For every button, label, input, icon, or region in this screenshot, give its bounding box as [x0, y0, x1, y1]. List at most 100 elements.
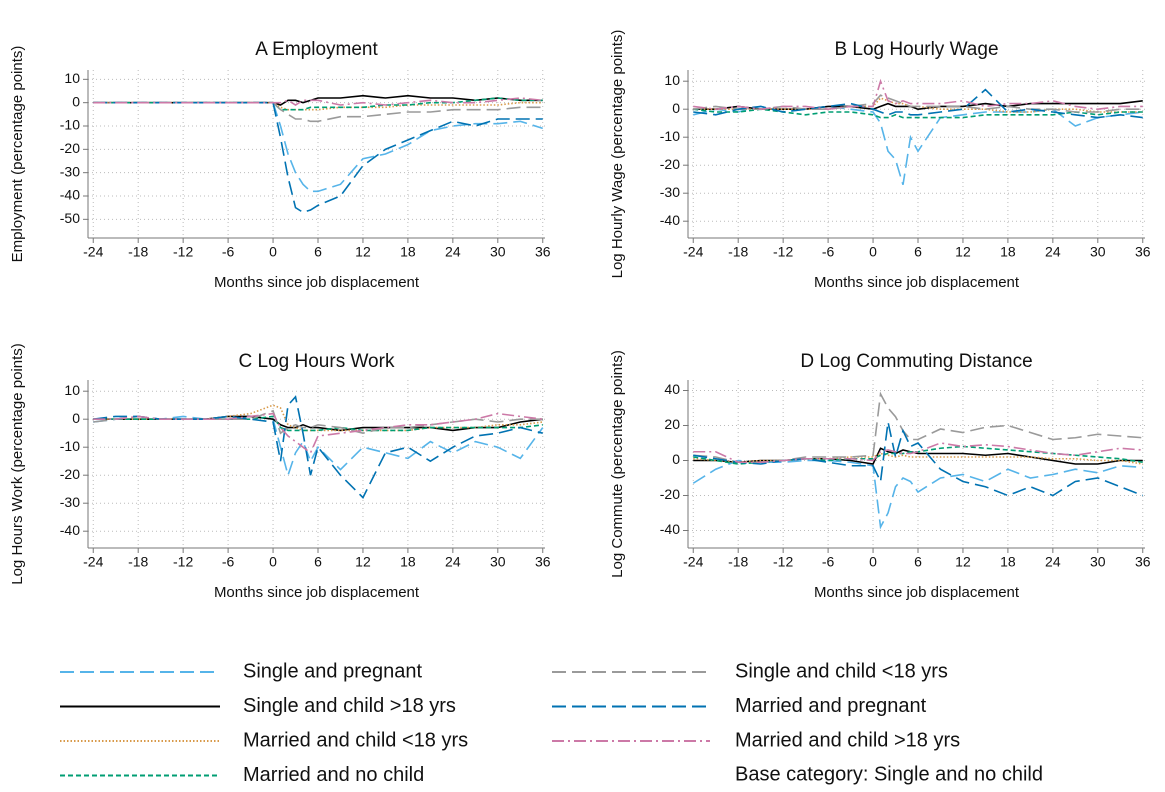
- x-tick-label: 6: [914, 554, 922, 570]
- y-tick-label: 0: [672, 451, 680, 467]
- legend-note: Base category: Single and no child: [735, 763, 1043, 785]
- x-tick-label: -24: [83, 554, 103, 570]
- x-tick-label: 6: [314, 244, 322, 260]
- series-line: Married and pregnant: [693, 88, 1143, 119]
- x-tick-label: -18: [728, 244, 748, 260]
- x-tick-label: -24: [683, 554, 703, 570]
- y-tick-label: -40: [660, 521, 680, 537]
- x-axis-label: Months since job displacement: [214, 274, 420, 291]
- series-line: Married and child >18 yrs: [693, 78, 1143, 111]
- y-tick-label: -20: [60, 140, 80, 156]
- y-tick-label: 10: [64, 382, 80, 398]
- x-tick-label: 0: [869, 244, 877, 260]
- y-tick-label: 10: [664, 72, 680, 88]
- x-tick-label: -12: [773, 244, 793, 260]
- series-line: Married and child <18 yrs: [693, 452, 1143, 465]
- x-tick-label: 30: [1090, 244, 1106, 260]
- legend-label: Single and child <18 yrs: [735, 660, 948, 682]
- legend-label: Married and child <18 yrs: [243, 729, 468, 751]
- legend-label: Married and no child: [243, 764, 424, 786]
- y-tick-label: -10: [60, 117, 80, 133]
- x-tick-label: -6: [822, 554, 835, 570]
- x-tick-label: 24: [1045, 244, 1061, 260]
- panel-title: A Employment: [255, 39, 378, 60]
- x-tick-label: 36: [1135, 244, 1151, 260]
- y-tick-label: 10: [64, 70, 80, 86]
- x-tick-label: -18: [728, 554, 748, 570]
- y-tick-label: 0: [72, 410, 80, 426]
- x-tick-label: 18: [1000, 554, 1016, 570]
- x-tick-label: 36: [535, 244, 551, 260]
- y-axis-label: Log Hours Work (percentage points): [9, 343, 26, 585]
- y-tick-label: -10: [660, 128, 680, 144]
- x-tick-label: 30: [490, 244, 506, 260]
- y-tick-label: 40: [664, 381, 680, 397]
- y-tick-label: -20: [660, 486, 680, 502]
- y-tick-label: -30: [660, 184, 680, 200]
- x-tick-label: 30: [1090, 554, 1106, 570]
- x-tick-label: 12: [955, 244, 971, 260]
- y-tick-label: -40: [60, 522, 80, 538]
- series-line: Married and child >18 yrs: [693, 442, 1143, 464]
- x-tick-label: -12: [773, 554, 793, 570]
- series-line: Married and child >18 yrs: [93, 97, 543, 106]
- x-tick-label: 24: [445, 554, 461, 570]
- x-tick-label: 18: [400, 244, 416, 260]
- legend-label: Married and pregnant: [735, 695, 927, 717]
- y-axis-label: Log Commute (percentage points): [609, 350, 626, 578]
- x-tick-label: 36: [535, 554, 551, 570]
- x-tick-label: 12: [355, 244, 371, 260]
- legend-label: Single and pregnant: [243, 660, 422, 682]
- x-tick-label: 6: [914, 244, 922, 260]
- x-tick-label: -6: [822, 244, 835, 260]
- x-tick-label: -18: [128, 244, 148, 260]
- x-tick-label: -12: [173, 554, 193, 570]
- x-tick-label: -12: [173, 244, 193, 260]
- x-tick-label: 12: [955, 554, 971, 570]
- y-tick-label: -30: [60, 494, 80, 510]
- x-axis-label: Months since job displacement: [214, 584, 420, 601]
- x-tick-label: 18: [1000, 244, 1016, 260]
- series-line: Married and child >18 yrs: [93, 412, 543, 455]
- x-tick-label: 12: [355, 554, 371, 570]
- panel-title: C Log Hours Work: [239, 351, 395, 372]
- x-tick-label: 0: [869, 554, 877, 570]
- y-tick-label: -50: [60, 210, 80, 226]
- x-tick-label: 24: [445, 244, 461, 260]
- panel-title: D Log Commuting Distance: [800, 351, 1032, 372]
- x-tick-label: 24: [1045, 554, 1061, 570]
- y-tick-label: 0: [72, 93, 80, 109]
- legend-label: Single and child >18 yrs: [243, 695, 456, 717]
- y-axis-label: Log Hourly Wage (percentage points): [609, 30, 626, 279]
- x-tick-label: 0: [269, 244, 277, 260]
- y-axis-label: Employment (percentage points): [9, 46, 26, 263]
- series-line: Single and pregnant: [692, 459, 1143, 530]
- y-tick-label: 20: [664, 416, 680, 432]
- series-line: Single and child >18 yrs: [693, 100, 1143, 111]
- y-tick-label: 0: [672, 100, 680, 116]
- x-tick-label: -6: [222, 244, 235, 260]
- x-tick-label: -24: [83, 244, 103, 260]
- series-line: Married and no child: [693, 445, 1143, 465]
- x-tick-label: 6: [314, 554, 322, 570]
- y-tick-label: -30: [60, 163, 80, 179]
- x-tick-label: 0: [269, 554, 277, 570]
- x-axis-label: Months since job displacement: [814, 584, 1020, 601]
- x-tick-label: -18: [128, 554, 148, 570]
- y-tick-label: -10: [60, 438, 80, 454]
- series-line: Married and child <18 yrs: [693, 97, 1143, 113]
- series-line: Single and pregnant: [93, 415, 544, 478]
- x-tick-label: 30: [490, 554, 506, 570]
- x-tick-label: -24: [683, 244, 703, 260]
- x-tick-label: 18: [400, 554, 416, 570]
- legend-label: Married and child >18 yrs: [735, 729, 960, 751]
- panel-title: B Log Hourly Wage: [834, 39, 998, 60]
- x-tick-label: 36: [1135, 554, 1151, 570]
- y-tick-label: -20: [60, 466, 80, 482]
- y-tick-label: -20: [660, 156, 680, 172]
- y-tick-label: -40: [660, 212, 680, 228]
- x-tick-label: -6: [222, 554, 235, 570]
- y-tick-label: -40: [60, 187, 80, 203]
